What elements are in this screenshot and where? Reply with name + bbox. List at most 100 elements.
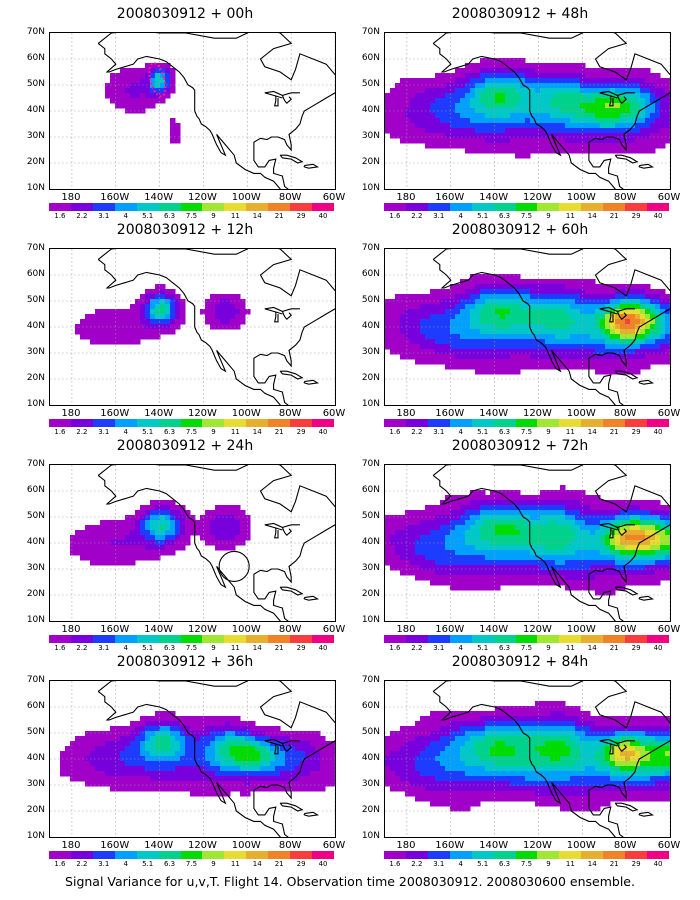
lon-tick-label: 180 — [396, 624, 416, 635]
colorbar-labels: 1.6 2.2 3.1 4 5.1 6.3 7.5 9 11 14 21 29 40 — [384, 644, 669, 654]
colorbar-swatch — [647, 419, 669, 427]
colorbar-swatch — [312, 635, 334, 643]
colorbar-swatch — [290, 635, 313, 643]
colorbar-label: 11 — [230, 860, 240, 868]
verification-region-circle — [218, 550, 250, 582]
colorbar-label: 21 — [274, 644, 284, 652]
colorbar-swatch — [603, 419, 626, 427]
colorbar-label: 14 — [587, 428, 597, 436]
lat-tick-label: 10N — [26, 399, 45, 409]
colorbar-swatch — [180, 203, 203, 211]
lon-tick-label: 160W — [435, 408, 465, 419]
colorbar-swatch — [49, 851, 71, 859]
colorbar-swatch — [405, 419, 428, 427]
graticule — [385, 33, 670, 189]
colorbar-label: 11 — [230, 428, 240, 436]
lon-tick-label: 120W — [522, 624, 552, 635]
colorbar-label: 5.1 — [477, 428, 489, 436]
colorbar-labels: 1.6 2.2 3.1 4 5.1 6.3 7.5 9 11 14 21 29 40 — [384, 212, 669, 222]
map-panel: 2008030912 + 12h 70N 60N 50N 40N 30N 20N 10N 180… — [15, 218, 355, 443]
lat-tick-label: 20N — [361, 805, 380, 815]
lat-tick-label: 50N — [26, 79, 45, 89]
colorbar — [49, 203, 334, 211]
colorbar-label: 2.2 — [76, 644, 88, 652]
graticule — [50, 33, 335, 189]
lon-tick-label: 100W — [566, 192, 596, 203]
colorbar-swatch — [180, 851, 203, 859]
panel-title: 2008030912 + 12h — [116, 222, 254, 238]
lon-tick-label: 100W — [566, 840, 596, 851]
lat-tick-label: 50N — [361, 79, 380, 89]
lon-tick-label: 160W — [100, 408, 130, 419]
colorbar-swatch — [180, 635, 203, 643]
map-canvas — [385, 465, 670, 621]
colorbar-label: 6.3 — [498, 212, 511, 220]
colorbar-swatch — [246, 419, 269, 427]
colorbar-label: 14 — [252, 212, 262, 220]
variance-field — [385, 274, 670, 375]
lat-tick-label: 30N — [26, 131, 45, 141]
colorbar-swatch — [559, 851, 582, 859]
lat-tick-label: 40N — [361, 321, 380, 331]
lat-tick-label: 10N — [361, 615, 380, 625]
colorbar-swatch — [559, 419, 582, 427]
lon-tick-label: 180 — [396, 408, 416, 419]
colorbar-label: 14 — [587, 860, 597, 868]
colorbar-swatch — [537, 635, 560, 643]
colorbar-swatch — [312, 419, 334, 427]
lat-tick-label: 10N — [361, 831, 380, 841]
lon-tick-label: 80W — [278, 192, 302, 203]
colorbar-label: 5.1 — [142, 212, 154, 220]
colorbar-swatch — [427, 203, 450, 211]
colorbar-swatch — [49, 635, 71, 643]
colorbar-swatch — [246, 635, 269, 643]
lat-tick-label: 60N — [361, 701, 380, 711]
colorbar-label: 6.3 — [498, 428, 511, 436]
colorbar-swatch — [559, 635, 582, 643]
lat-tick-label: 20N — [26, 157, 45, 167]
colorbar-labels: 1.6 2.2 3.1 4 5.1 6.3 7.5 9 11 14 21 29 40 — [49, 428, 334, 438]
map-canvas — [385, 33, 670, 189]
colorbar-swatch — [625, 203, 648, 211]
colorbar-label: 21 — [609, 644, 619, 652]
colorbar-label: 6.3 — [163, 428, 176, 436]
lon-tick-label: 180 — [396, 192, 416, 203]
lat-tick-label: 60N — [361, 269, 380, 279]
lon-tick-label: 180 — [396, 840, 416, 851]
panel-title: 2008030912 + 00h — [116, 6, 254, 22]
colorbar-swatch — [647, 635, 669, 643]
lon-tick-label: 140W — [479, 624, 509, 635]
colorbar-label: 14 — [587, 644, 597, 652]
colorbar-swatch — [384, 419, 406, 427]
colorbar-labels: 1.6 2.2 3.1 4 5.1 6.3 7.5 9 11 14 21 29 40 — [49, 860, 334, 870]
colorbar-label: 5.1 — [477, 212, 489, 220]
colorbar-swatch — [290, 419, 313, 427]
lat-tick-label: 50N — [26, 727, 45, 737]
colorbar-label: 29 — [296, 212, 306, 220]
colorbar-swatch — [581, 419, 604, 427]
lat-tick-label: 30N — [361, 131, 380, 141]
lon-tick-label: 180 — [61, 192, 81, 203]
variance-map — [384, 464, 671, 622]
colorbar-swatch — [49, 203, 71, 211]
colorbar-label: 40 — [318, 212, 328, 220]
colorbar-swatch — [70, 203, 93, 211]
lat-tick-label: 50N — [361, 295, 380, 305]
graticule — [50, 249, 335, 405]
lat-tick-label: 60N — [26, 53, 45, 63]
panel-title: 2008030912 + 36h — [116, 654, 254, 670]
colorbar-label: 7.5 — [520, 212, 533, 220]
colorbar-label: 29 — [296, 428, 306, 436]
colorbar-label: 3.1 — [433, 644, 445, 652]
lat-tick-label: 40N — [361, 105, 380, 115]
lon-tick-label: 60W — [657, 840, 681, 851]
colorbar-swatch — [114, 203, 137, 211]
lat-tick-label: 10N — [361, 183, 380, 193]
lat-tick-label: 70N — [361, 27, 380, 37]
graticule — [385, 465, 670, 621]
colorbar-swatch — [92, 635, 115, 643]
colorbar-swatch — [537, 851, 560, 859]
colorbar-swatch — [136, 203, 159, 211]
colorbar-swatch — [625, 635, 648, 643]
lat-tick-label: 10N — [26, 831, 45, 841]
